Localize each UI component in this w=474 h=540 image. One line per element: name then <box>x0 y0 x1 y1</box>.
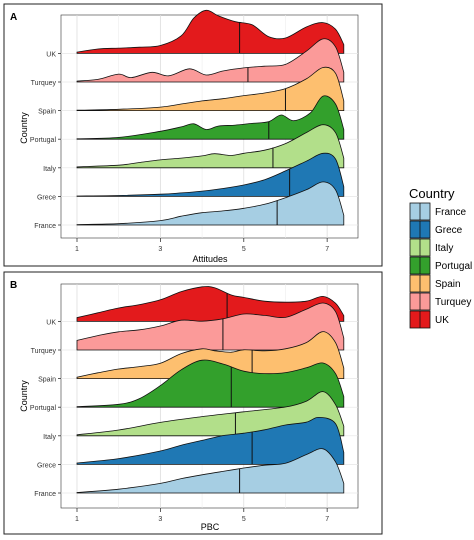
x-tick-label: 7 <box>325 246 329 253</box>
legend-item-uk: UK <box>409 310 449 329</box>
y-tick-label: France <box>34 491 56 498</box>
legend-label: Spain <box>435 279 461 290</box>
legend-label: France <box>435 207 467 218</box>
panel-a-x-ticks: 1 3 5 7 <box>75 238 329 253</box>
y-tick-label: Grece <box>37 194 56 201</box>
ridge-italy <box>76 124 345 169</box>
panel-a-x-axis-title: Attitudes <box>192 254 228 264</box>
y-tick-label: Spain <box>38 109 56 116</box>
legend-title: Country <box>409 186 455 201</box>
ridge-turquey <box>76 38 345 83</box>
density-area-portugal <box>76 359 345 408</box>
legend-label: Portugal <box>435 261 472 272</box>
panel-b-y-axis-title: Country <box>19 380 29 412</box>
ridge-grece <box>76 152 345 197</box>
x-tick-label: 5 <box>242 516 246 523</box>
ridge-uk <box>76 9 345 54</box>
x-tick-label: 1 <box>75 246 79 253</box>
y-tick-label: Spain <box>38 377 56 384</box>
y-tick-label: Turquey <box>31 348 57 355</box>
y-tick-label: Turquey <box>31 80 57 87</box>
legend-item-spain: Spain <box>409 274 461 293</box>
density-area-turquey <box>76 302 345 351</box>
density-area-france <box>76 448 345 494</box>
ridge-uk <box>76 286 345 322</box>
density-area-spain <box>76 66 345 111</box>
ridge-france <box>76 181 345 226</box>
panel-a-y-axis-title: Country <box>19 112 29 144</box>
ridge-portugal <box>76 95 345 140</box>
x-tick-label: 3 <box>158 516 162 523</box>
density-area-portugal <box>76 95 345 140</box>
panel-b-y-ticks: UK Turquey Spain Portugal Italy Grece France <box>30 319 61 498</box>
legend-items: France Grece Italy Portugal Spain Turquey UK <box>409 202 472 329</box>
legend-label: Italy <box>435 243 453 254</box>
ridge-turquey <box>76 302 345 351</box>
panel-b-x-ticks: 1 3 5 7 <box>75 508 329 523</box>
ridge-grece <box>76 416 345 465</box>
density-area-italy <box>76 124 345 169</box>
density-area-uk <box>76 9 345 54</box>
panel-a-ridges <box>76 9 345 226</box>
legend-item-turquey: Turquey <box>409 292 471 311</box>
y-tick-label: UK <box>46 319 56 326</box>
y-tick-label: Italy <box>43 166 56 173</box>
panel-a-y-ticks: UK Turquey Spain Portugal Italy Grece France <box>30 51 61 230</box>
legend-label: UK <box>435 315 449 326</box>
x-tick-label: 3 <box>158 246 162 253</box>
density-area-italy <box>76 391 345 437</box>
panel-a-label: A <box>10 12 17 23</box>
ridge-italy <box>76 391 345 437</box>
y-tick-label: Portugal <box>30 137 57 144</box>
y-tick-label: France <box>34 223 56 230</box>
panel-b-x-axis-title: PBC <box>201 522 220 532</box>
panel-b-ridges <box>76 286 345 494</box>
ridge-portugal <box>76 359 345 408</box>
legend-item-france: France <box>409 202 467 221</box>
legend: Country France Grece Italy Portugal Spain Tur… <box>409 186 472 329</box>
y-tick-label: Portugal <box>30 405 57 412</box>
ridge-spain <box>76 66 345 111</box>
y-tick-label: Grece <box>37 462 56 469</box>
legend-label: Grece <box>435 225 463 236</box>
legend-item-portugal: Portugal <box>409 256 472 275</box>
legend-item-italy: Italy <box>409 238 453 257</box>
density-area-spain <box>76 331 345 379</box>
legend-label: Turquey <box>435 297 471 308</box>
y-tick-label: UK <box>46 51 56 58</box>
ridge-france <box>76 448 345 494</box>
density-area-uk <box>76 286 345 322</box>
panel-b-label: B <box>10 280 17 291</box>
legend-item-grece: Grece <box>409 220 463 239</box>
density-area-turquey <box>76 38 345 83</box>
density-area-grece <box>76 416 345 465</box>
x-tick-label: 1 <box>75 516 79 523</box>
density-area-grece <box>76 152 345 197</box>
x-tick-label: 7 <box>325 516 329 523</box>
y-tick-label: Italy <box>43 434 56 441</box>
x-tick-label: 5 <box>242 246 246 253</box>
